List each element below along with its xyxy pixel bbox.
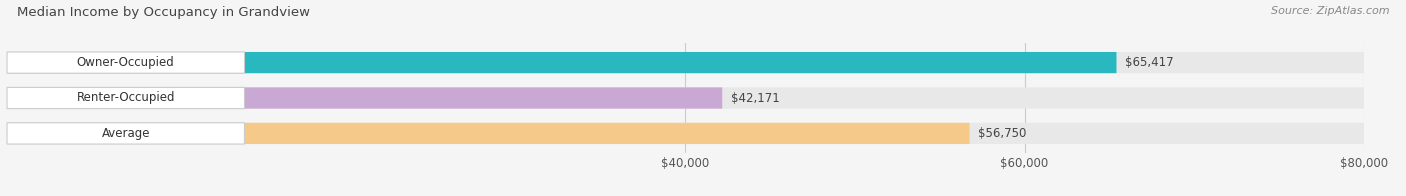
FancyBboxPatch shape: [7, 87, 723, 109]
FancyBboxPatch shape: [7, 123, 970, 144]
Text: Owner-Occupied: Owner-Occupied: [77, 56, 174, 69]
FancyBboxPatch shape: [7, 52, 1116, 73]
Text: Average: Average: [101, 127, 150, 140]
Text: $56,750: $56,750: [979, 127, 1026, 140]
Text: Median Income by Occupancy in Grandview: Median Income by Occupancy in Grandview: [17, 6, 309, 19]
FancyBboxPatch shape: [7, 52, 1364, 73]
Text: Renter-Occupied: Renter-Occupied: [76, 92, 174, 104]
FancyBboxPatch shape: [7, 123, 1364, 144]
Text: $65,417: $65,417: [1125, 56, 1174, 69]
FancyBboxPatch shape: [7, 52, 245, 73]
FancyBboxPatch shape: [7, 87, 245, 109]
FancyBboxPatch shape: [7, 87, 1364, 109]
Text: $42,171: $42,171: [731, 92, 779, 104]
FancyBboxPatch shape: [7, 123, 245, 144]
Text: Source: ZipAtlas.com: Source: ZipAtlas.com: [1271, 6, 1389, 16]
